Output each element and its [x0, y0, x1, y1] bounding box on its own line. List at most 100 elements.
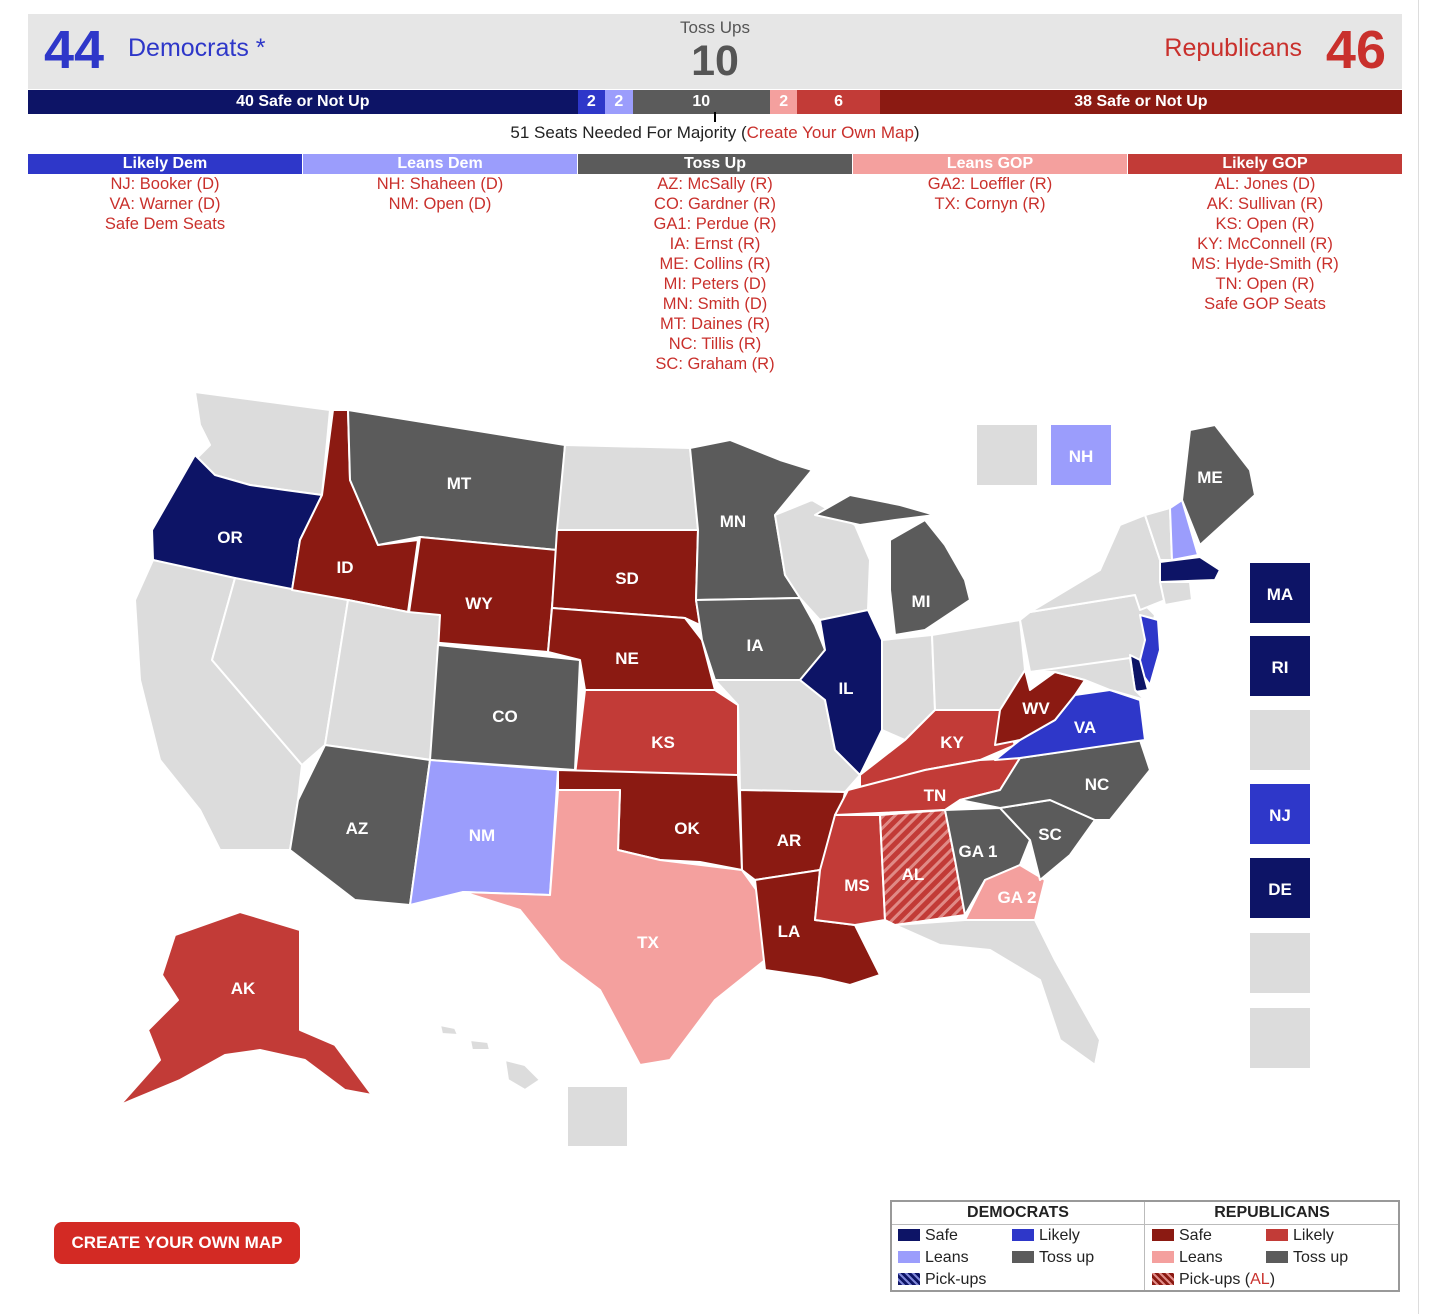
- seat-count-header: 44 Democrats * Toss Ups 10 Republicans 4…: [28, 14, 1402, 89]
- state-IL[interactable]: [799, 609, 883, 776]
- legend-pickup-state[interactable]: AL: [1250, 1271, 1270, 1288]
- column-header: Leans Dem: [303, 154, 577, 174]
- state-box[interactable]: [977, 425, 1037, 485]
- state-GA2[interactable]: [964, 864, 1046, 921]
- legend-label: ): [1269, 1271, 1276, 1288]
- bar-likely-gop: 6: [797, 90, 880, 114]
- state-ME[interactable]: [1181, 424, 1256, 546]
- majority-marker: [714, 112, 716, 122]
- state-label-or: OR: [217, 528, 243, 547]
- rep-label: Republicans: [1164, 34, 1302, 62]
- state-WV[interactable]: [994, 669, 1086, 746]
- race-item[interactable]: AL: Jones (D): [1214, 175, 1316, 193]
- state-AK[interactable]: [119, 911, 373, 1106]
- state-box[interactable]: [1250, 933, 1310, 993]
- legend-label: Pick-ups: [925, 1271, 987, 1288]
- swatch: [1012, 1250, 1034, 1263]
- column-header: Leans GOP: [853, 154, 1127, 174]
- race-item[interactable]: VA: Warner (D): [109, 195, 221, 213]
- legend-dem-pickups: Pick-ups: [898, 1271, 986, 1289]
- state-label-az: AZ: [346, 819, 369, 838]
- state-ND[interactable]: [556, 444, 699, 531]
- swatch: [1152, 1228, 1174, 1241]
- create-your-own-map-button[interactable]: CREATE YOUR OWN MAP: [54, 1222, 300, 1264]
- state-label-il: IL: [838, 679, 853, 698]
- race-item[interactable]: NH: Shaheen (D): [376, 175, 504, 193]
- legend-label: Likely: [1039, 1227, 1080, 1244]
- race-item[interactable]: AK: Sullivan (R): [1206, 195, 1324, 213]
- majority-close: ): [913, 123, 920, 142]
- seat-balance-bar: 40 Safe or Not Up 2 2 10 2 6 38 Safe or …: [28, 90, 1402, 114]
- race-item[interactable]: ME: Collins (R): [659, 255, 771, 273]
- state-box[interactable]: [1250, 710, 1310, 770]
- race-item[interactable]: MN: Smith (D): [662, 295, 768, 313]
- race-item[interactable]: KY: McConnell (R): [1197, 235, 1333, 253]
- state-box-nh[interactable]: [1051, 425, 1111, 485]
- race-item[interactable]: KS: Open (R): [1215, 215, 1315, 233]
- state-NH[interactable]: [1169, 499, 1199, 561]
- column-header: Likely Dem: [28, 154, 302, 174]
- race-item[interactable]: NJ: Booker (D): [110, 175, 220, 193]
- legend-rep-pickups: Pick-ups (AL): [1152, 1271, 1275, 1289]
- race-item[interactable]: IA: Ernst (R): [669, 235, 761, 253]
- state-box-ri[interactable]: [1250, 636, 1310, 696]
- race-item[interactable]: CO: Gardner (R): [654, 195, 776, 213]
- legend-label: Leans: [925, 1249, 969, 1266]
- race-item[interactable]: MS: Hyde-Smith (R): [1191, 255, 1339, 273]
- state-box-label: DE: [1268, 880, 1292, 899]
- state-box-de[interactable]: [1250, 858, 1310, 918]
- state-HI[interactable]: [504, 1059, 541, 1091]
- dem-label: Democrats *: [128, 34, 266, 62]
- state-label-la: LA: [778, 922, 801, 941]
- legend-label: Safe: [925, 1227, 958, 1244]
- state-NY[interactable]: [1029, 514, 1166, 613]
- state-MA[interactable]: [1159, 556, 1221, 583]
- state-box[interactable]: [1250, 1008, 1310, 1068]
- toss-ups-label: Toss Ups: [680, 18, 750, 37]
- state-FL[interactable]: [894, 919, 1101, 1066]
- bar-likely-dem: 2: [577, 90, 606, 114]
- legend-rep-title: REPUBLICANS: [1214, 1204, 1330, 1221]
- race-item[interactable]: GA2: Loeffler (R): [927, 175, 1053, 193]
- state-label-ak: AK: [231, 979, 256, 998]
- race-item[interactable]: Safe Dem Seats: [104, 215, 226, 233]
- race-item[interactable]: NM: Open (D): [388, 195, 492, 213]
- legend-divider: [1144, 1202, 1145, 1290]
- state-label-ar: AR: [777, 831, 802, 850]
- race-item[interactable]: NC: Tillis (R): [668, 335, 762, 353]
- state-NJ[interactable]: [1137, 614, 1161, 686]
- race-item[interactable]: TX: Cornyn (R): [934, 195, 1046, 213]
- state-MI[interactable]: [889, 519, 971, 636]
- state-label-wv: WV: [1022, 699, 1050, 718]
- state-MI-UP[interactable]: [814, 494, 936, 526]
- race-item[interactable]: Safe GOP Seats: [1204, 295, 1326, 313]
- create-map-link[interactable]: Create Your Own Map: [746, 123, 914, 142]
- state-HI-2[interactable]: [439, 1024, 459, 1036]
- state-label-ok: OK: [674, 819, 700, 838]
- legend-dem-safe: Safe: [898, 1227, 958, 1245]
- state-box-ma[interactable]: [1250, 563, 1310, 623]
- bar-leans-gop: 2: [769, 90, 798, 114]
- race-item[interactable]: TN: Open (R): [1215, 275, 1315, 293]
- state-CT[interactable]: [1159, 581, 1193, 606]
- state-MD[interactable]: [1029, 657, 1146, 701]
- race-item[interactable]: SC: Graham (R): [655, 355, 775, 373]
- column-likely-gop: Likely GOP AL: Jones (D) AK: Sullivan (R)…: [1128, 154, 1402, 314]
- swatch: [1152, 1250, 1174, 1263]
- race-item[interactable]: MT: Daines (R): [659, 315, 770, 333]
- state-label-al: AL: [902, 865, 925, 884]
- state-HI-3[interactable]: [469, 1039, 491, 1051]
- race-item[interactable]: GA1: Perdue (R): [653, 215, 777, 233]
- page-divider: [1418, 0, 1419, 1314]
- legend-rep-likely: Likely: [1266, 1227, 1334, 1245]
- state-NC[interactable]: [959, 739, 1151, 821]
- race-item[interactable]: AZ: McSally (R): [657, 175, 773, 193]
- state-TX[interactable]: [462, 789, 766, 1066]
- toss-ups-count: 10: [691, 37, 739, 85]
- dc-box[interactable]: [568, 1087, 627, 1146]
- state-label-nc: NC: [1085, 775, 1110, 794]
- race-item[interactable]: MI: Peters (D): [663, 275, 767, 293]
- legend-dem-title: DEMOCRATS: [967, 1204, 1069, 1221]
- dem-seat-count: 44: [44, 20, 105, 80]
- state-box-nj[interactable]: [1250, 784, 1310, 844]
